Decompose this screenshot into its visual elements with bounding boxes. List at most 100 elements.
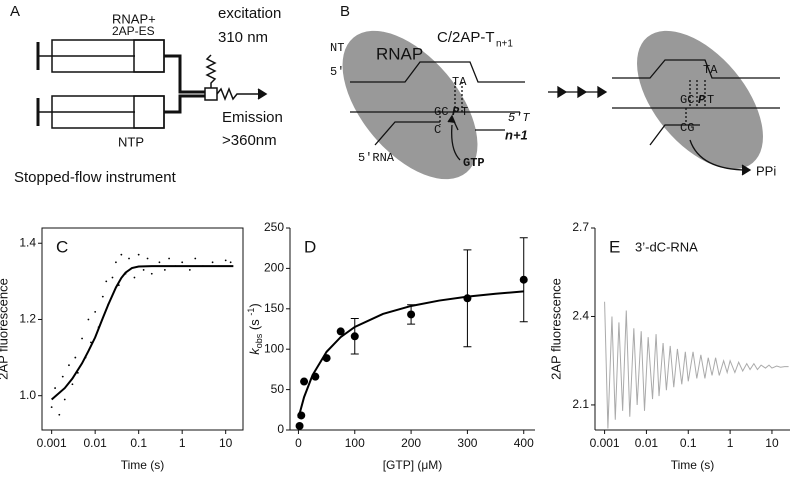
label: T xyxy=(707,93,714,107)
x-tick-label: 100 xyxy=(345,436,365,450)
y-axis-label-part: k xyxy=(247,347,262,355)
x-tick-label: 0.1 xyxy=(130,436,147,450)
point xyxy=(87,318,90,321)
y-tick-label: 50 xyxy=(271,382,285,396)
y-axis-label-part: (s xyxy=(247,316,262,334)
point xyxy=(74,356,77,359)
x-tick-label: 10 xyxy=(765,436,779,450)
point xyxy=(194,257,197,260)
point xyxy=(158,261,161,264)
line xyxy=(50,265,234,401)
y-tick-label: 2.7 xyxy=(572,220,589,234)
point xyxy=(71,383,74,386)
label: TA xyxy=(703,63,718,77)
x-axis-label: [GTP] (μM) xyxy=(383,458,443,472)
panel-label: C xyxy=(56,237,68,256)
label: P xyxy=(698,93,706,107)
point xyxy=(54,387,56,389)
panel-b-text: B NT RNAP C/2AP-T n+1 5′ TA GC P T 5′T C… xyxy=(330,3,776,178)
y-tick-label: 2.4 xyxy=(572,309,589,323)
point xyxy=(142,269,145,271)
y-axis-label-part: ) xyxy=(247,303,262,307)
x-tick-label: 200 xyxy=(401,436,421,450)
caption: Stopped-flow instrument xyxy=(14,169,177,186)
label: T xyxy=(461,105,468,119)
label: 2AP-ES xyxy=(112,24,155,38)
x-axis-label: Time (s) xyxy=(671,458,715,472)
x-tick-label: 0.001 xyxy=(590,436,620,450)
x-tick-label: 0.001 xyxy=(37,436,67,450)
panel-label: A xyxy=(10,3,20,20)
y-tick-label: 2.1 xyxy=(572,397,589,411)
point xyxy=(111,276,114,279)
y-tick-label: 150 xyxy=(264,301,284,315)
y-tick-label: 1.4 xyxy=(19,235,36,249)
label: GTP xyxy=(463,156,485,170)
label: n+1 xyxy=(496,39,513,50)
x-tick-label: 0 xyxy=(295,436,302,450)
point xyxy=(101,295,104,298)
line xyxy=(297,290,524,419)
x-tick-label: 1 xyxy=(179,436,186,450)
label: P xyxy=(452,105,460,119)
point xyxy=(150,272,153,275)
point xyxy=(115,261,117,264)
point xyxy=(229,261,232,264)
point xyxy=(224,259,227,262)
panel-a xyxy=(36,39,268,129)
y-axis-label-part: -1 xyxy=(246,308,256,316)
y-axis-label: 2AP fluorescence xyxy=(0,278,10,380)
plot-frame xyxy=(41,227,244,431)
label: excitation xyxy=(218,5,281,22)
label: C xyxy=(434,123,441,137)
y-tick-label: 250 xyxy=(264,220,284,234)
point xyxy=(211,261,214,264)
label: PPi xyxy=(756,163,776,178)
panel-b xyxy=(342,30,780,180)
point xyxy=(120,253,123,256)
y-axis-label: 2AP fluorescence xyxy=(548,278,563,380)
x-tick-label: 0.1 xyxy=(680,436,697,450)
point xyxy=(50,406,53,409)
label: TA xyxy=(452,75,467,89)
x-tick-label: 0.01 xyxy=(635,436,659,450)
label: Emission xyxy=(222,109,283,126)
y-tick-label: 1.2 xyxy=(19,312,36,326)
label: n+1 xyxy=(505,127,528,142)
label: NT xyxy=(330,41,344,55)
point xyxy=(94,310,97,313)
label: 5′RNA xyxy=(358,151,395,165)
x-tick-label: 1 xyxy=(727,436,734,450)
label: 5′ xyxy=(330,65,344,79)
label: GC xyxy=(680,93,694,107)
y-tick-label: 200 xyxy=(264,261,284,275)
point xyxy=(61,375,64,378)
label: NTP xyxy=(118,134,144,149)
y-tick-label: 1.0 xyxy=(19,388,36,402)
x-tick-label: 300 xyxy=(457,436,477,450)
label: 310 nm xyxy=(218,29,268,46)
point xyxy=(133,276,136,279)
y-tick-label: 100 xyxy=(264,341,284,355)
label: RNAP xyxy=(376,44,423,63)
point xyxy=(181,261,184,264)
point xyxy=(137,253,140,256)
panel-label: D xyxy=(304,237,316,256)
panel-label: E xyxy=(609,237,620,256)
x-tick-label: 0.01 xyxy=(83,436,107,450)
point xyxy=(68,364,70,367)
y-tick-label: 0 xyxy=(277,422,284,436)
panel-a-text: A RNAP+ 2AP-ES excitation 310 nm NTP Emi… xyxy=(10,3,283,186)
line xyxy=(604,301,789,429)
panel-label: B xyxy=(340,3,350,20)
point xyxy=(163,269,166,271)
chart: 0.001 0.01 0.1 1 10 1.0 1.2 1.4 Time (s) 2AP fluo… xyxy=(0,227,244,472)
point xyxy=(105,280,108,283)
label: >360nm xyxy=(222,132,277,149)
annotation: 3’-dC-RNA xyxy=(635,239,698,254)
point xyxy=(350,332,359,341)
y-axis-label-part: obs xyxy=(254,333,264,348)
point xyxy=(128,257,130,260)
point xyxy=(295,421,304,430)
